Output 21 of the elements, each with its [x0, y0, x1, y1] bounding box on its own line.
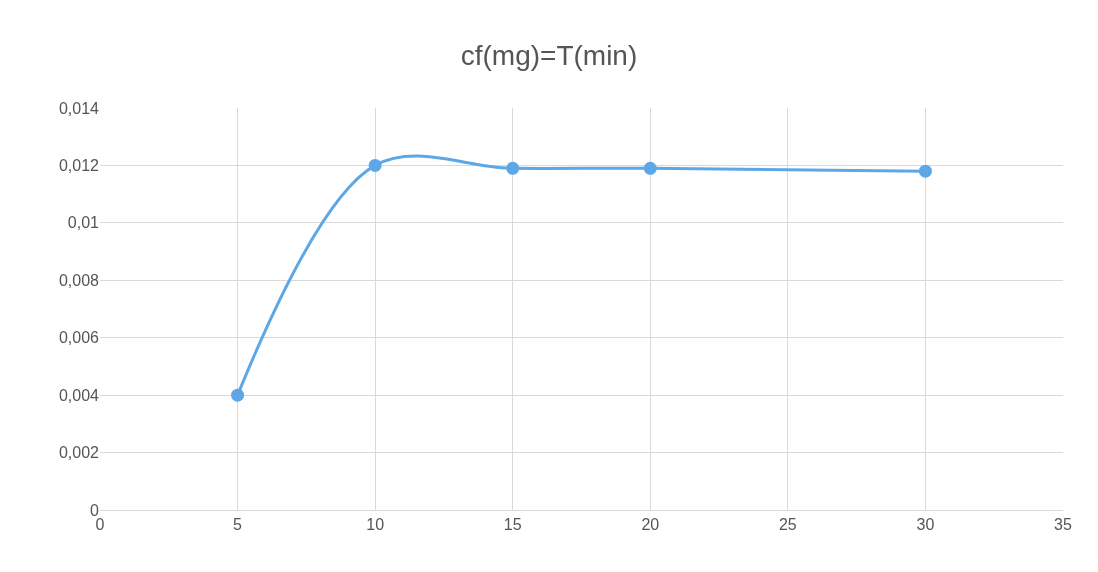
point	[643, 161, 657, 175]
point	[231, 388, 245, 402]
x-tick-label: 20	[641, 516, 660, 534]
y-tick-label: 0	[90, 501, 100, 519]
chart-title: cf(mg)=T(min)	[460, 40, 638, 72]
x-tick-label: 25	[778, 516, 797, 534]
point	[506, 161, 520, 175]
y-tick-label: 0,006	[58, 329, 100, 347]
point	[368, 158, 382, 172]
x-tick-label: 35	[1054, 516, 1072, 534]
x-tick-label: 15	[503, 516, 522, 534]
y-tick-label: 0,014	[58, 99, 100, 117]
x-tick-label: 30	[916, 516, 935, 534]
y-tick-label: 0,008	[58, 271, 100, 289]
y-tick-label: 0,01	[67, 214, 100, 232]
point	[918, 164, 932, 178]
y-tick-label: 0,012	[58, 157, 100, 175]
x-tick-label: 10	[366, 516, 385, 534]
x-tick-label: 5	[233, 516, 243, 534]
y-tick-label: 0,004	[58, 386, 100, 404]
y-tick-label: 0,002	[58, 444, 100, 462]
